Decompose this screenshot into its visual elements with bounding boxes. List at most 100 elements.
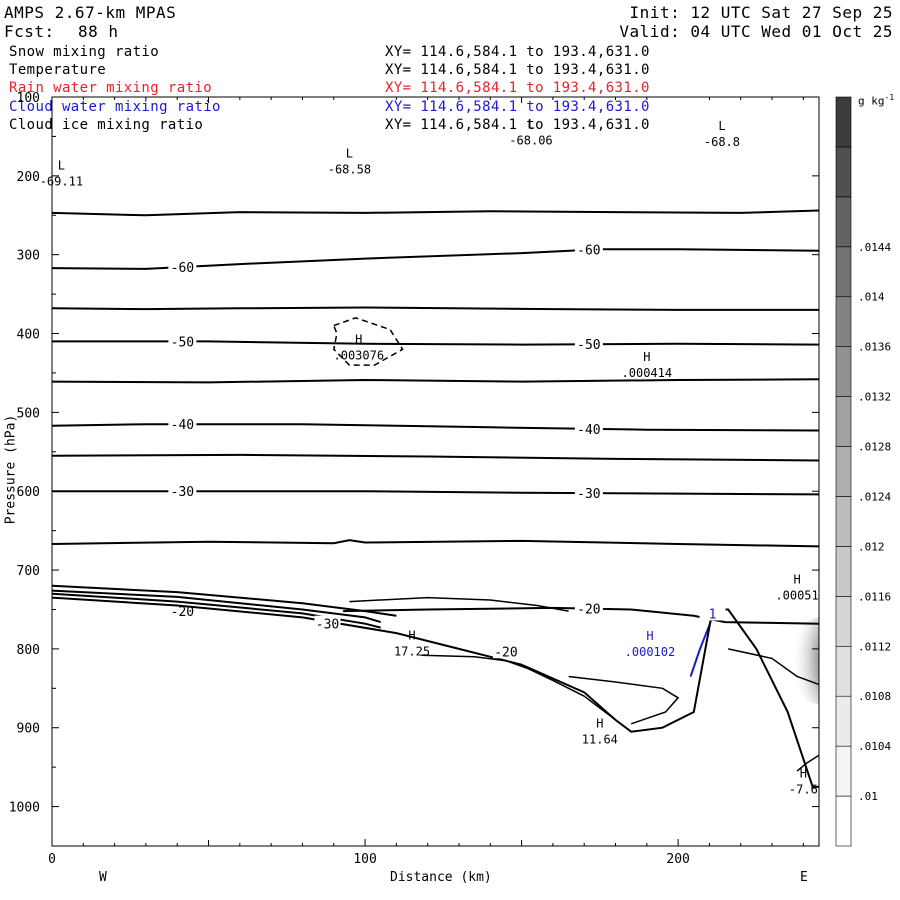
x-tick-label: 100 [353,852,376,867]
forecast-value: 88 h [78,22,119,41]
isotherm-label: -20 [577,603,600,618]
colorbar-swatch [835,146,852,198]
valid-time: Valid: 04 UTC Wed 01 Oct 25 [619,22,893,41]
isotherm-label: -30 [577,487,600,502]
colorbar-tick-label: .0124 [858,490,891,503]
extremum-value: -68.58 [328,163,371,177]
extremum-value: 17.25 [394,644,430,658]
cloud-ice-layer [332,317,404,366]
x-tick-label: 200 [666,852,689,867]
colorbar-swatch [835,96,852,148]
y-tick-label: 400 [17,328,40,343]
low-marker: L [58,158,65,172]
high-marker: H [800,766,807,780]
contour-label-bg [314,615,341,631]
y-tick-label: 200 [17,170,40,185]
forecast-label: Fcst: [4,22,55,41]
extremum-value: .00051 [775,588,818,602]
isotherm-label-bg [574,420,603,436]
colorbar-swatch [835,546,852,597]
plot-title: AMPS 2.67-km MPAS [4,3,177,22]
colorbar-tick-label: .0132 [858,391,891,404]
contour-label-layer: L -69.11 L -68.58 L -68.06 L -68.8 H .003076 H .000… [40,117,819,796]
y-tick-label: 500 [17,406,40,421]
extremum-value: .000414 [622,366,673,380]
isotherm-label-bg [574,485,603,501]
low-marker: L [346,147,353,161]
contour-label: 1 [709,607,717,622]
colorbar: .01 .0104 .0108 .0112 .0116 .012 .0124 .0128 .01… [835,96,891,847]
isotherm-label-bg [574,336,603,352]
low-marker: L [527,117,534,131]
axis-ticks-layer: 100 200 300 400 500 600 700 800 900 1000 0 100 200 [9,91,819,867]
field-name-rain: Rain water mixing ratio [9,80,213,96]
field-name-cloud-ice: Cloud ice mixing ratio [9,117,204,133]
field-xy-snow: XY= 114.6,584.1 to 193.4,631.0 [385,44,650,60]
isotherm-line [52,340,820,346]
extremum-value: .003076 [334,349,385,363]
high-marker: H [646,629,653,643]
isotherm-line [568,675,680,725]
isotherm-label-bg [168,416,197,432]
colorbar-tick-label: .014 [858,291,885,304]
isotherm-label-bg [574,600,603,616]
colorbar-tick-label: .0108 [858,690,891,703]
field-xy-temperature: XY= 114.6,584.1 to 193.4,631.0 [385,62,650,78]
isotherm-line [796,754,820,772]
isotherm-label: -60 [577,244,600,259]
colorbar-unit: g kg-1 [858,93,894,108]
isotherm-line [51,209,820,217]
colorbar-tick-label: .01 [858,790,878,803]
isotherm-line [343,606,820,625]
colorbar-tick-label: .0144 [858,241,891,254]
plot-frame [51,96,820,847]
extremum-value: -68.8 [704,135,740,149]
isotherm-line [51,378,820,384]
colorbar-swatch [835,695,852,747]
field-xy-rain: XY= 114.6,584.1 to 193.4,631.0 [385,80,650,96]
y-tick-label: 800 [17,643,40,658]
colorbar-tick-label: .0116 [858,590,891,603]
y-tick-label: 900 [17,722,40,737]
colorbar-swatch [835,346,852,397]
extremum-value: -69.11 [40,174,83,188]
isotherm-line [52,490,820,496]
colorbar-swatch [835,795,852,847]
field-xy-cloud-ice: XY= 114.6,584.1 to 193.4,631.0 [385,117,650,133]
contour-label: -20 [494,645,517,660]
contour-label-bg [492,643,519,659]
isotherm-line [728,648,820,686]
colorbar-tick-label: .0112 [858,640,891,653]
colorbar-swatch [835,296,852,347]
colorbar-swatch [835,396,852,447]
isotherm-line [51,592,381,629]
y-tick-label: 1000 [9,801,40,816]
y-tick-label: 100 [17,91,40,106]
isotherm-line [51,584,397,617]
isotherm-label-bg [168,333,197,349]
isotherm-label-bg [168,259,197,275]
y-tick-label: 700 [17,564,40,579]
colorbar-swatch [835,446,852,497]
isotherm-line [51,539,820,548]
colorbar-swatch [835,645,852,697]
isotherm-line [349,596,569,612]
contour-label-bg [699,605,726,621]
isotherm-label-bg [574,241,603,257]
isotherm-line [51,589,381,624]
colorbar-tick-label: .0128 [858,441,891,454]
high-marker: H [793,572,800,586]
colorbar-tick-label: .0104 [858,740,891,753]
colorbar-swatch [835,246,852,298]
init-time: Init: 12 UTC Sat 27 Sep 25 [629,3,893,22]
colorbar-unit-base: g kg [858,94,885,108]
isotherm-label-bg [168,483,197,499]
isotherm-label: -40 [577,423,600,438]
y-tick-label: 300 [17,249,40,264]
field-xy-cloud-water: XY= 114.6,584.1 to 193.4,631.0 [385,99,650,115]
colorbar-tick-label: .0136 [858,341,891,354]
field-name-temperature: Temperature [9,62,107,78]
low-marker: L [718,119,725,133]
y-tick-label: 600 [17,485,40,500]
